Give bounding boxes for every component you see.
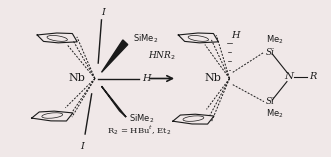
Text: R$_2$ = HBu$^t$, Et$_2$: R$_2$ = HBu$^t$, Et$_2$ xyxy=(107,123,171,137)
Text: Si: Si xyxy=(265,48,275,57)
Text: N: N xyxy=(284,73,293,81)
Text: R: R xyxy=(309,73,316,81)
Text: Nb: Nb xyxy=(68,73,85,84)
Text: Si: Si xyxy=(265,97,275,106)
Text: Me$_2$: Me$_2$ xyxy=(265,34,283,46)
Text: H: H xyxy=(143,74,151,83)
Text: Me$_2$: Me$_2$ xyxy=(265,108,283,120)
Text: H: H xyxy=(231,31,240,40)
Polygon shape xyxy=(102,86,126,117)
Text: SiMe$_2$: SiMe$_2$ xyxy=(133,32,158,45)
Text: Nb: Nb xyxy=(205,73,221,84)
Text: I: I xyxy=(80,142,84,151)
Polygon shape xyxy=(102,40,128,72)
Text: I: I xyxy=(101,8,105,17)
Text: HNR$_2$: HNR$_2$ xyxy=(148,49,176,62)
Text: SiMe$_2$: SiMe$_2$ xyxy=(129,112,155,125)
